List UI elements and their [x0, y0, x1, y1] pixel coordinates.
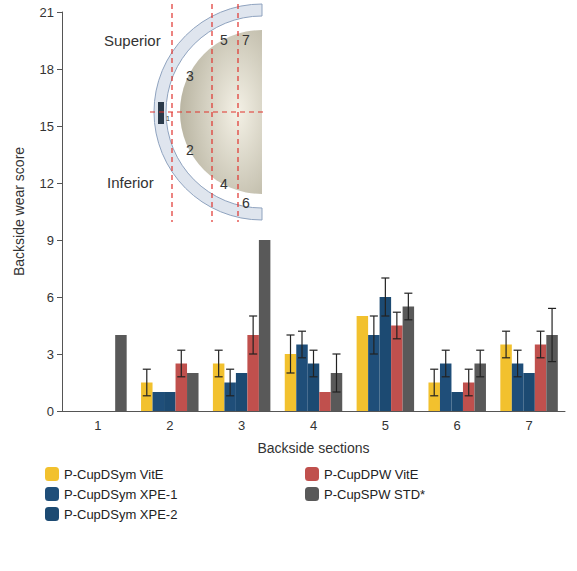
svg-text:21: 21	[40, 5, 54, 20]
svg-text:18: 18	[40, 62, 54, 77]
svg-text:6: 6	[47, 290, 54, 305]
svg-text:P-CupDSym XPE-1: P-CupDSym XPE-1	[64, 487, 177, 502]
svg-text:9: 9	[47, 233, 54, 248]
svg-text:6: 6	[242, 195, 250, 211]
svg-text:3: 3	[238, 418, 245, 433]
svg-text:2: 2	[186, 142, 194, 158]
svg-text:P-CupDSym VitE: P-CupDSym VitE	[64, 467, 164, 482]
svg-text:Backside wear score: Backside wear score	[11, 147, 27, 276]
svg-text:P-CupDPW VitE: P-CupDPW VitE	[324, 467, 419, 482]
svg-text:6: 6	[454, 418, 461, 433]
svg-text:12: 12	[40, 176, 54, 191]
svg-text:P-CupDSym XPE-2: P-CupDSym XPE-2	[64, 507, 177, 522]
svg-text:7: 7	[525, 418, 532, 433]
svg-text:P-CupSPW STD*: P-CupSPW STD*	[324, 487, 425, 502]
svg-text:0: 0	[47, 404, 54, 419]
svg-text:2: 2	[166, 418, 173, 433]
svg-text:4: 4	[220, 176, 228, 192]
svg-text:15: 15	[40, 119, 54, 134]
svg-text:1: 1	[94, 418, 101, 433]
svg-text:1: 1	[166, 115, 170, 122]
svg-text:5: 5	[220, 32, 228, 48]
svg-text:3: 3	[186, 68, 194, 84]
svg-text:7: 7	[242, 32, 250, 48]
svg-text:Backside sections: Backside sections	[257, 440, 369, 456]
svg-text:5: 5	[382, 418, 389, 433]
svg-text:3: 3	[47, 347, 54, 362]
svg-text:Superior: Superior	[104, 32, 161, 49]
svg-text:4: 4	[310, 418, 317, 433]
svg-text:Inferior: Inferior	[107, 174, 154, 191]
